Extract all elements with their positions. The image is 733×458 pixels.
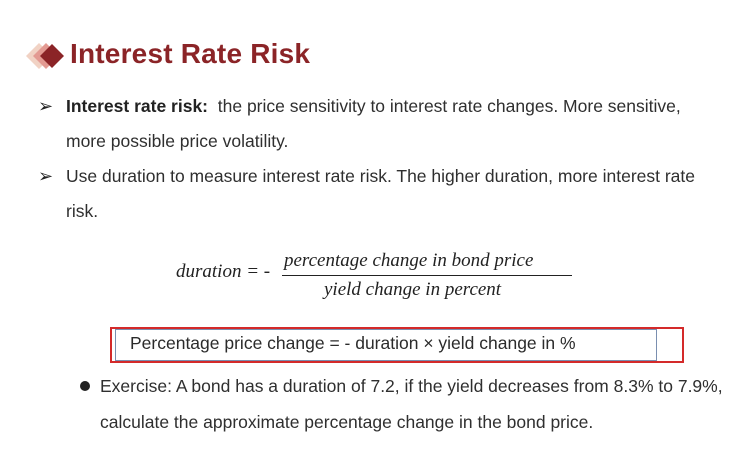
formula-numerator: percentage change in bond price xyxy=(284,250,534,271)
bullet-interest-rate-risk: Interest rate risk: the price sensitivit… xyxy=(66,89,706,159)
exercise-text: Exercise: A bond has a duration of 7.2, … xyxy=(100,376,723,432)
round-bullet-icon xyxy=(80,381,90,391)
fraction-bar xyxy=(282,275,572,277)
formula-lhs: duration = - xyxy=(176,261,271,282)
highlight-frame xyxy=(110,327,684,363)
bullet-definition: the price sensitivity to interest rate c… xyxy=(66,96,681,151)
arrow-bullet-icon: ➢ xyxy=(38,96,54,116)
diamond-logo-icon xyxy=(26,43,64,69)
price-change-equation: Percentage price change = - duration × y… xyxy=(130,333,576,353)
duration-formula: duration = - percentage change in bond p… xyxy=(176,246,596,306)
formula-denominator: yield change in percent xyxy=(324,279,502,300)
arrow-bullet-icon: ➢ xyxy=(38,166,54,186)
bullet-duration: Use duration to measure interest rate ri… xyxy=(66,166,696,221)
bullet-term: Interest rate risk: xyxy=(66,96,209,116)
equation-box xyxy=(115,329,657,361)
slide-title: Interest Rate Risk xyxy=(70,38,311,69)
